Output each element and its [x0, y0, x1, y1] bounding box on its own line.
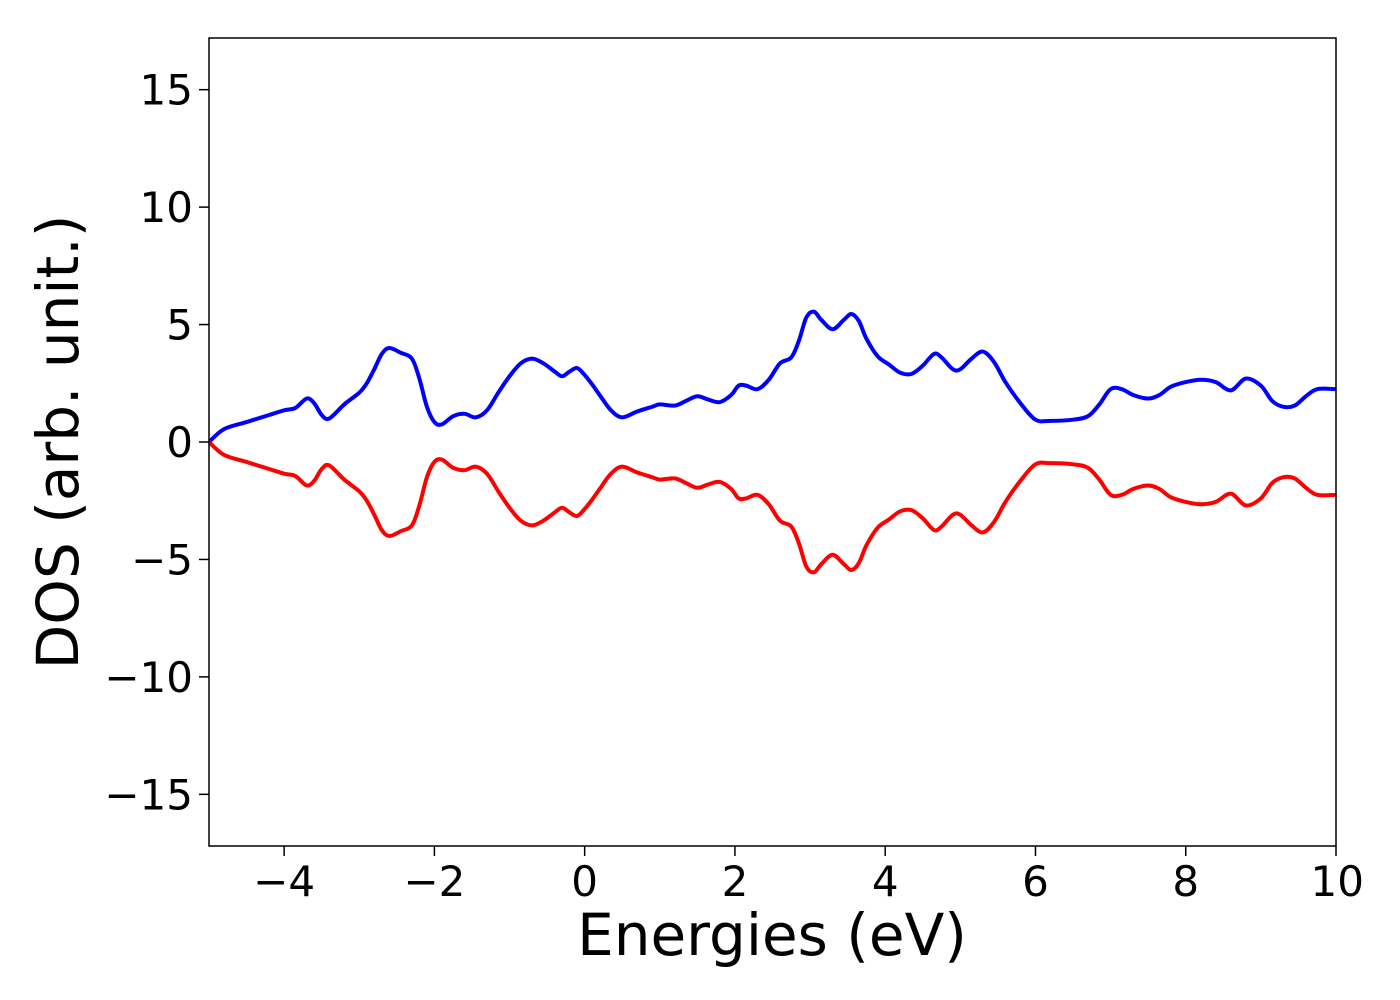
x-tick-label: 10 — [1311, 857, 1364, 906]
x-axis-ticks: −4 −2 0 2 4 6 8 10 — [253, 846, 1364, 906]
x-tick-label: 8 — [1172, 857, 1199, 906]
x-axis-title: Energies (eV) — [577, 901, 967, 969]
y-axis-title: DOS (arb. unit.) — [24, 215, 92, 670]
x-tick-label: 4 — [872, 857, 899, 906]
y-tick-label: −15 — [104, 770, 193, 819]
y-tick-label: −10 — [104, 653, 193, 702]
series-layer — [209, 309, 1336, 575]
x-tick-label: −2 — [403, 857, 465, 906]
x-tick-label: −4 — [253, 857, 315, 906]
y-tick-label: 0 — [166, 418, 193, 467]
series-line-spin-down — [209, 440, 1336, 575]
y-tick-label: 5 — [166, 301, 193, 350]
y-tick-label: 10 — [140, 183, 193, 232]
x-tick-label: 6 — [1022, 857, 1049, 906]
x-tick-label: 2 — [722, 857, 749, 906]
y-tick-label: −5 — [131, 535, 193, 584]
x-tick-label: 0 — [571, 857, 598, 906]
y-tick-label: 15 — [140, 66, 193, 115]
plot-frame — [208, 37, 1337, 847]
series-line-spin-up — [209, 309, 1336, 444]
y-axis-ticks: 15 10 5 0 −5 −10 −15 — [104, 66, 209, 819]
